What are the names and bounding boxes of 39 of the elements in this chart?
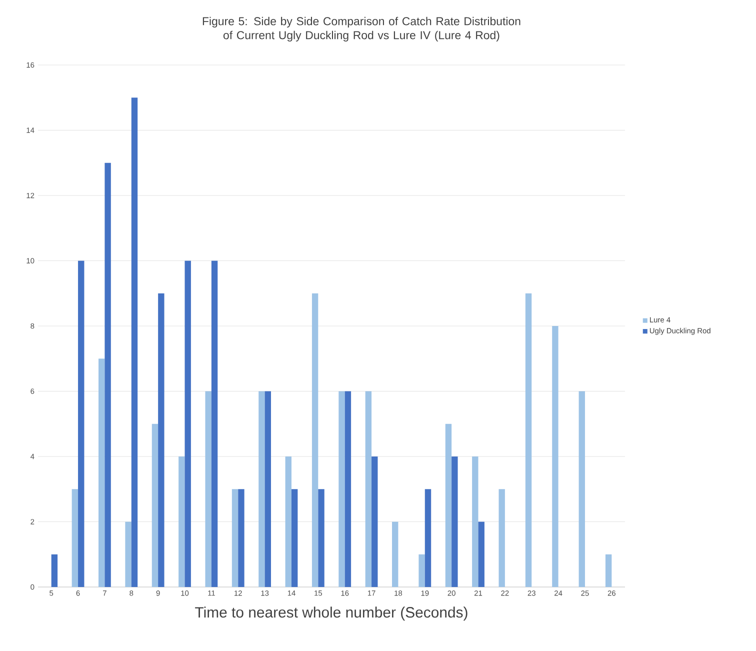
bar <box>285 456 292 587</box>
bar <box>125 522 132 587</box>
bar <box>578 391 585 587</box>
bar <box>392 522 398 587</box>
bar <box>312 293 318 587</box>
bar <box>472 456 478 587</box>
bar <box>344 391 352 587</box>
bar <box>418 554 425 587</box>
bar <box>51 554 58 587</box>
bar <box>72 489 78 587</box>
bar <box>318 489 324 587</box>
bar <box>264 391 271 587</box>
bar <box>211 260 218 587</box>
bar <box>178 456 185 587</box>
bar <box>605 554 612 587</box>
bar <box>525 293 532 587</box>
bar <box>78 260 84 587</box>
x-axis-title: Time to nearest whole number (Seconds) <box>195 606 468 621</box>
bar <box>184 260 191 587</box>
bar <box>152 424 158 587</box>
bar <box>258 391 265 587</box>
bar <box>424 489 432 587</box>
bar <box>338 391 345 587</box>
bar <box>98 358 105 587</box>
bar <box>552 326 558 587</box>
bar <box>445 424 452 587</box>
bar <box>158 293 164 587</box>
bar <box>238 489 244 587</box>
bar <box>104 162 111 587</box>
bar <box>131 98 138 587</box>
bar <box>365 391 372 587</box>
bar <box>478 522 484 587</box>
chart-title: Figure 5: Side by Side Comparison of Catch Rate Distribution of Current Ugly Duckling Rod vs Lure IV (Lure 4 Rod) <box>202 16 520 42</box>
bar <box>291 489 298 587</box>
bar <box>372 456 378 587</box>
bar <box>452 456 458 587</box>
bar <box>498 489 505 587</box>
bar <box>205 391 212 587</box>
bar <box>232 489 238 587</box>
